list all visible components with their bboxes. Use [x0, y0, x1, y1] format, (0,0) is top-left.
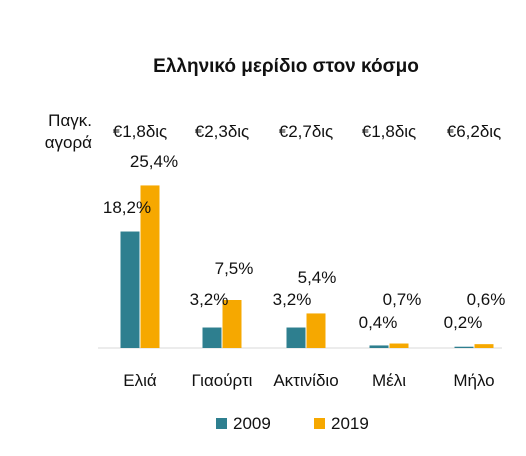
- bar-2009-4: [369, 345, 389, 348]
- bar-2019-5: [474, 344, 494, 348]
- data-label-2009-1: 18,2%: [103, 198, 151, 217]
- data-label-2019-1: 25,4%: [130, 152, 178, 171]
- bar-2009-1: [120, 231, 140, 348]
- category-label-5: Μήλο: [453, 371, 494, 390]
- bar-2009-3: [286, 327, 306, 348]
- legend-label-2009: 2009: [233, 414, 271, 433]
- data-label-2009-4: 0,4%: [359, 313, 398, 332]
- data-label-2019-4: 0,7%: [383, 290, 422, 309]
- market-value-3: €2,7δις: [279, 122, 334, 141]
- data-label-2009-5: 0,2%: [444, 313, 483, 332]
- market-label-line1: Παγκ.: [48, 111, 92, 130]
- data-label-2019-5: 0,6%: [467, 290, 506, 309]
- category-label-4: Μέλι: [372, 371, 406, 390]
- legend-label-2019: 2019: [331, 414, 369, 433]
- category-label-1: Ελιά: [123, 371, 157, 390]
- data-label-2009-3: 3,2%: [273, 290, 312, 309]
- legend-swatch-2019: [314, 418, 325, 429]
- bar-2019-3: [306, 313, 326, 348]
- data-label-2019-2: 7,5%: [215, 259, 254, 278]
- bar-2019-2: [222, 300, 242, 348]
- category-label-3: Ακτινίδιο: [273, 371, 338, 390]
- bar-2009-5: [454, 346, 474, 348]
- category-label-2: Γιαούρτι: [192, 371, 253, 390]
- legend-swatch-2009: [216, 418, 227, 429]
- chart-title: Ελληνικό μερίδιο στον κόσμο: [153, 56, 419, 77]
- bar-2019-1: [140, 185, 160, 348]
- market-value-1: €1,8δις: [113, 122, 168, 141]
- bar-2009-2: [202, 327, 222, 348]
- market-label-line2: αγορά: [45, 133, 92, 152]
- market-value-4: €1,8δις: [362, 122, 417, 141]
- bar-2019-4: [389, 343, 409, 348]
- legend: 2009 2019: [216, 414, 369, 433]
- market-value-5: €6,2δις: [447, 122, 502, 141]
- market-value-2: €2,3δις: [195, 122, 250, 141]
- data-label-2009-2: 3,2%: [190, 290, 229, 309]
- data-label-2019-3: 5,4%: [298, 268, 337, 287]
